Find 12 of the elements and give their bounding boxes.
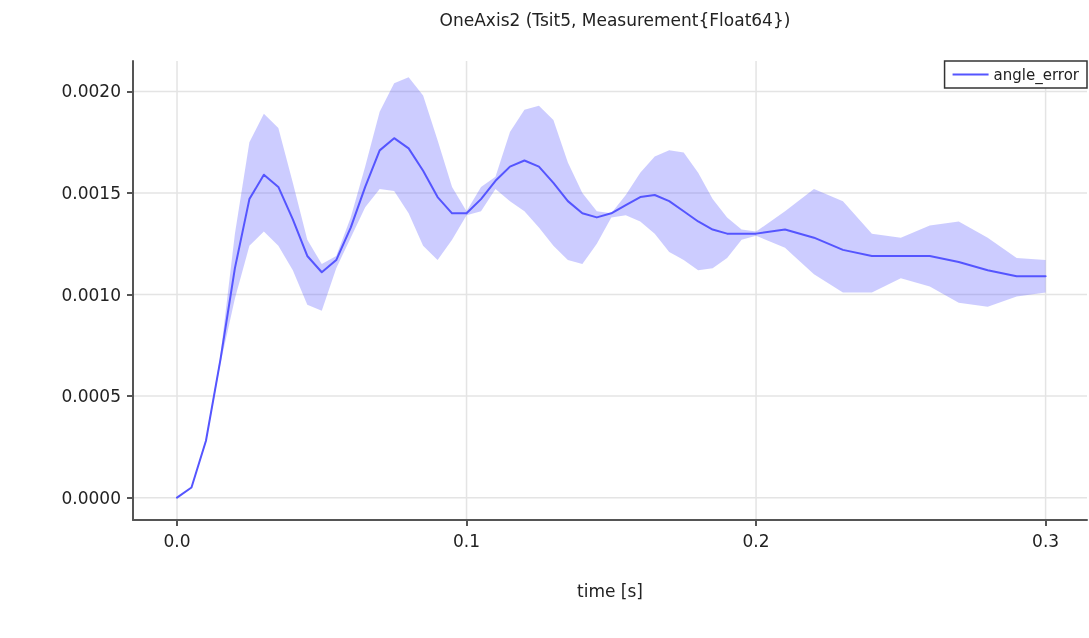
legend-label: angle_error: [993, 65, 1080, 85]
y-tick-label: 0.0015: [61, 183, 121, 204]
x-tick-label: 0.2: [742, 530, 770, 551]
y-tick-label: 0.0000: [61, 487, 121, 508]
x-tick-label: 0.3: [1032, 530, 1060, 551]
y-tick-label: 0.0020: [61, 81, 121, 102]
chart-title: OneAxis2 (Tsit5, Measurement{Float64}): [439, 9, 791, 30]
y-tick-label: 0.0010: [61, 284, 121, 305]
y-tick-label: 0.0005: [61, 386, 121, 407]
x-tick-label: 0.0: [163, 530, 191, 551]
x-tick-label: 0.1: [453, 530, 481, 551]
x-axis-title: time [s]: [577, 580, 643, 601]
